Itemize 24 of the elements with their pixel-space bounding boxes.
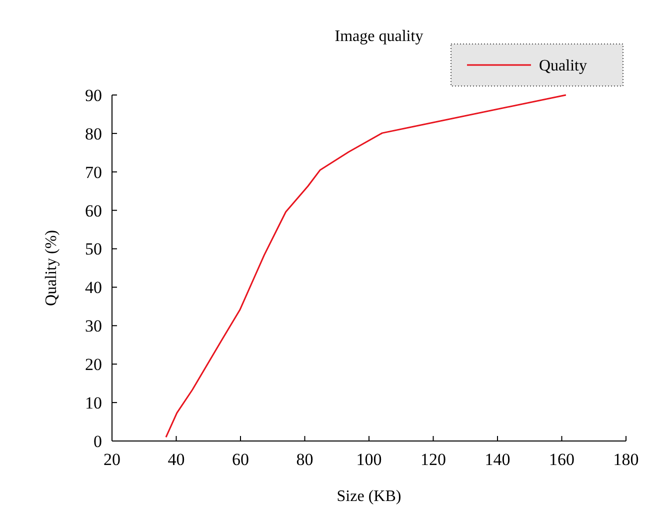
y-tick-label: 10 [85, 394, 102, 413]
y-tick-label: 60 [85, 201, 102, 220]
line-series [165, 94, 567, 438]
x-tick-label: 80 [296, 450, 314, 469]
x-tick-label: 100 [356, 450, 382, 469]
y-tick-label: 30 [85, 316, 102, 336]
legend-label: Quality [539, 58, 587, 75]
chart-title: Image quality [334, 28, 424, 45]
x-tick-label: 40 [168, 450, 185, 469]
y-tick-label: 70 [85, 162, 102, 182]
y-tick-label: 20 [85, 355, 102, 374]
x-tick-label: 120 [420, 450, 446, 469]
y-tick-label: 0 [94, 432, 102, 451]
x-tick-label: 180 [613, 450, 639, 469]
x-tick-label: 140 [484, 450, 510, 469]
y-tick-label: 50 [85, 240, 102, 259]
y-axis-title: Quality (%) [43, 230, 60, 306]
x-tick-label: 60 [232, 450, 249, 469]
y-tick-label: 90 [85, 86, 102, 105]
x-tick-label: 160 [549, 450, 574, 469]
y-tick-label: 80 [85, 124, 102, 144]
y-tick-label: 40 [85, 278, 102, 298]
x-tick-label: 20 [104, 450, 120, 469]
x-axis-title: Size (KB) [336, 488, 402, 505]
